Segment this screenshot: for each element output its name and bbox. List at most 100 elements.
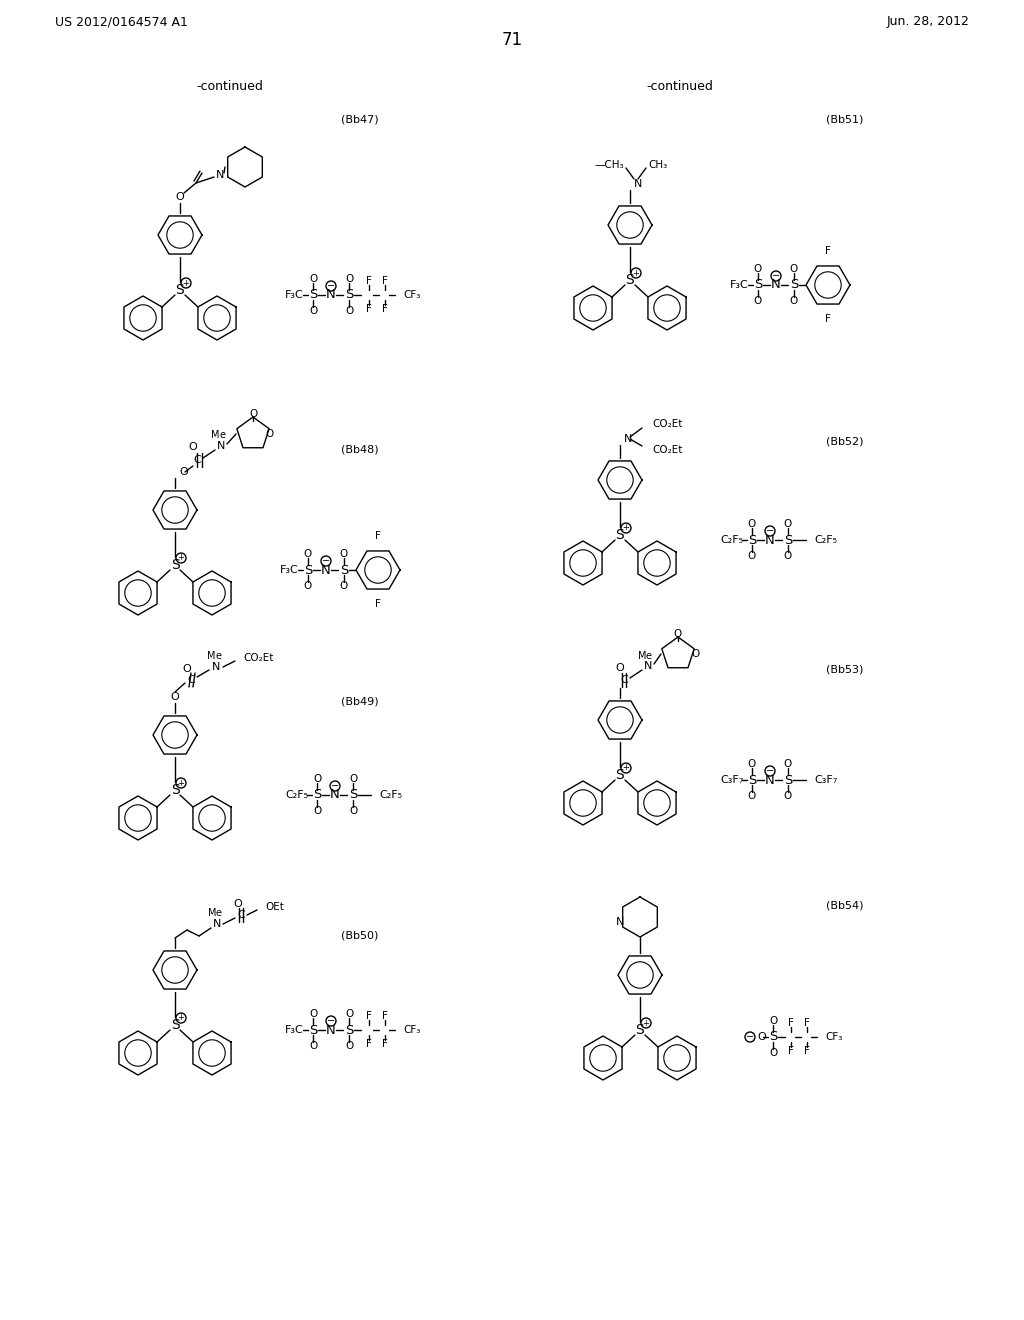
Text: 71: 71 (502, 30, 522, 49)
Text: N: N (765, 774, 775, 787)
Text: O: O (790, 264, 798, 275)
Text: C₂F₅: C₂F₅ (814, 535, 837, 545)
Circle shape (765, 525, 775, 536)
Circle shape (765, 766, 775, 776)
Text: e: e (216, 908, 222, 917)
Text: O: O (309, 275, 317, 284)
Text: N: N (615, 917, 625, 927)
Text: e: e (215, 651, 221, 661)
Text: S: S (636, 1023, 644, 1038)
Text: O: O (691, 649, 699, 659)
Text: F: F (375, 599, 381, 609)
Text: −: − (327, 281, 335, 290)
Text: F: F (382, 276, 388, 286)
Text: F: F (382, 1039, 388, 1049)
Text: e: e (219, 430, 225, 440)
Text: N: N (330, 788, 340, 801)
Text: S: S (790, 279, 798, 292)
Text: CO₂Et: CO₂Et (652, 445, 682, 455)
Text: O: O (249, 409, 257, 418)
Text: S: S (615, 768, 625, 781)
Text: N: N (216, 170, 224, 180)
Text: O: O (313, 774, 322, 784)
Text: O: O (748, 519, 756, 529)
Text: S: S (748, 774, 756, 787)
Text: CH₃: CH₃ (648, 160, 668, 170)
Text: F₃C: F₃C (285, 290, 304, 300)
Text: (Bb52): (Bb52) (826, 437, 864, 447)
Text: O: O (790, 296, 798, 306)
Text: O: O (615, 663, 625, 673)
Text: O: O (266, 429, 274, 440)
Text: F₃C: F₃C (285, 1026, 304, 1035)
Text: F: F (788, 1045, 794, 1056)
Text: US 2012/0164574 A1: US 2012/0164574 A1 (55, 16, 187, 29)
Text: +: + (177, 779, 184, 788)
Text: C: C (238, 909, 245, 920)
Text: N: N (326, 1023, 336, 1036)
Text: O: O (769, 1016, 777, 1026)
Text: O: O (757, 1032, 766, 1041)
Text: (Bb48): (Bb48) (341, 445, 379, 455)
Text: O: O (769, 1048, 777, 1059)
Text: F: F (804, 1018, 810, 1028)
Text: O: O (784, 550, 793, 561)
Text: S: S (349, 788, 357, 801)
Text: (Bb54): (Bb54) (826, 900, 864, 909)
Text: S: S (783, 533, 793, 546)
Text: S: S (754, 279, 762, 292)
Text: (Bb49): (Bb49) (341, 697, 379, 708)
Text: F: F (825, 246, 830, 256)
Text: O: O (179, 467, 187, 477)
Circle shape (176, 1012, 186, 1023)
Text: S: S (615, 528, 625, 543)
Text: M: M (211, 430, 219, 440)
Text: F: F (382, 304, 388, 314)
Text: +: + (633, 268, 639, 277)
Circle shape (326, 1016, 336, 1026)
Text: S: S (309, 1023, 317, 1036)
Text: +: + (643, 1019, 649, 1027)
Text: O: O (309, 306, 317, 315)
Text: +: + (623, 524, 630, 532)
Text: S: S (171, 783, 179, 797)
Text: O: O (748, 550, 756, 561)
Text: N: N (217, 441, 225, 451)
Text: −: − (772, 271, 780, 281)
Text: −: − (327, 1016, 335, 1026)
Circle shape (621, 523, 631, 533)
Text: OEt: OEt (265, 902, 284, 912)
Text: N: N (624, 434, 633, 444)
Text: CF₃: CF₃ (403, 1026, 421, 1035)
Text: O: O (754, 296, 762, 306)
Circle shape (621, 763, 631, 774)
Text: N: N (322, 564, 331, 577)
Text: S: S (783, 774, 793, 787)
Text: O: O (674, 630, 682, 639)
Text: C₂F₅: C₂F₅ (285, 789, 308, 800)
Text: —CH₃: —CH₃ (594, 160, 624, 170)
Text: CF₃: CF₃ (403, 290, 421, 300)
Circle shape (771, 271, 781, 281)
Text: −: − (322, 556, 330, 566)
Text: N: N (765, 533, 775, 546)
Text: +: + (623, 763, 630, 772)
Circle shape (181, 279, 191, 288)
Circle shape (326, 281, 336, 290)
Text: O: O (340, 549, 348, 558)
Text: S: S (171, 558, 179, 572)
Text: C₃F₇: C₃F₇ (814, 775, 838, 785)
Text: −: − (331, 781, 339, 791)
Text: F: F (375, 531, 381, 541)
Text: O: O (304, 581, 312, 591)
Text: N: N (634, 180, 642, 189)
Text: O: O (349, 774, 357, 784)
Text: O: O (171, 692, 179, 702)
Text: (Bb47): (Bb47) (341, 115, 379, 125)
Text: O: O (176, 191, 184, 202)
Text: F: F (382, 1011, 388, 1020)
Text: +: + (182, 279, 189, 288)
Text: M: M (208, 908, 216, 917)
Text: O: O (349, 807, 357, 816)
Text: M: M (638, 651, 646, 661)
